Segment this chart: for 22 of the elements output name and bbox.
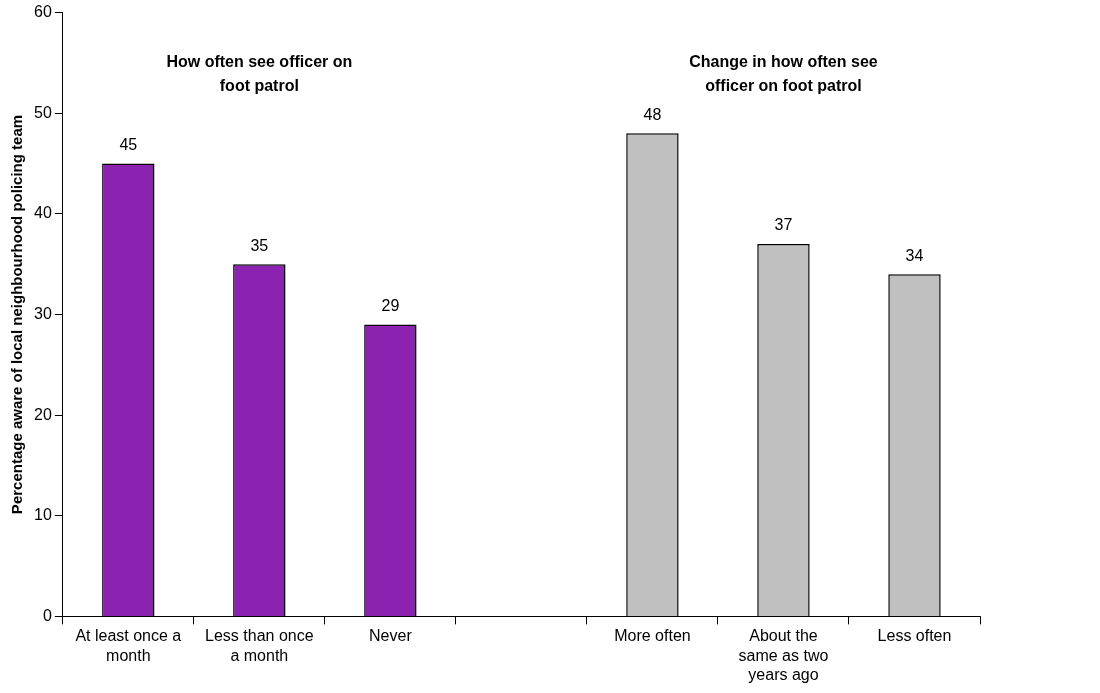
data-label: 35 — [250, 236, 269, 254]
data-label: 37 — [774, 216, 793, 234]
data-label: 34 — [905, 246, 924, 264]
y-tick-label: 20 — [34, 405, 52, 423]
annotation: Change in how often see officer on foot patrol — [689, 53, 878, 95]
data-label: 45 — [119, 135, 138, 153]
y-tick-label: 0 — [42, 606, 52, 624]
x-tick-label: Less often — [877, 627, 952, 645]
y-tick-label: 50 — [34, 103, 52, 121]
y-tick-label: 40 — [34, 204, 52, 222]
x-tick-label: At least once a month — [75, 627, 182, 664]
x-tick-label: Never — [369, 627, 413, 645]
x-tick-label: About the same as two years ago — [738, 627, 829, 683]
y-tick-label: 10 — [34, 506, 52, 524]
data-label: 29 — [381, 296, 400, 314]
x-tick-label: More often — [614, 627, 691, 645]
y-axis-title: Percentage aware of local neighbourhood policing team — [8, 114, 26, 515]
annotation: How often see officer on foot patrol — [166, 53, 353, 95]
data-label: 48 — [643, 105, 662, 123]
x-tick-label: Less than once a month — [205, 627, 314, 664]
y-tick-label: 30 — [34, 304, 52, 322]
y-tick-label: 60 — [34, 3, 52, 21]
